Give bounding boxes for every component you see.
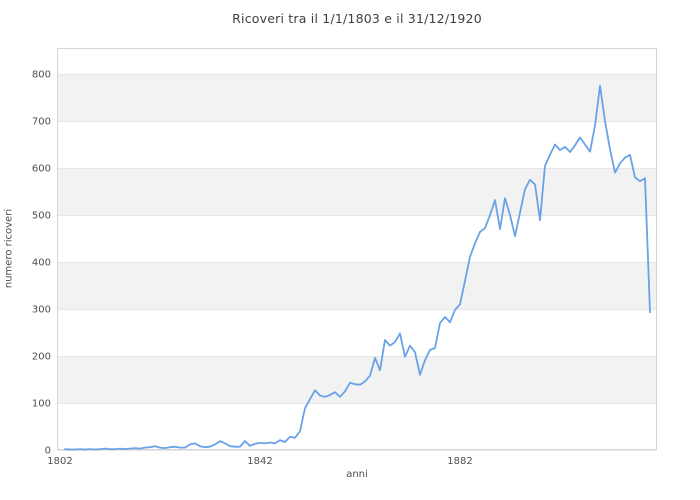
grid-band: [57, 74, 657, 121]
y-tick-label: 500: [32, 211, 51, 222]
grid-band: [57, 356, 657, 403]
data-line: [64, 84, 651, 451]
y-tick-label: 0: [45, 446, 51, 457]
x-axis-label: anni: [346, 469, 368, 480]
y-tick-label: 300: [32, 305, 51, 316]
plot-border: [57, 48, 657, 450]
x-tick-label: 1882: [447, 456, 472, 467]
y-tick-label: 600: [32, 164, 51, 175]
y-tick-label: 200: [32, 352, 51, 363]
grid-band: [57, 262, 657, 309]
y-tick-label: 800: [32, 70, 51, 81]
grid-band: [57, 168, 657, 215]
y-tick-label: 700: [32, 117, 51, 128]
x-tick-label: 1842: [247, 456, 272, 467]
chart-title: Ricoveri tra il 1/1/1803 e il 31/12/1920: [232, 11, 482, 26]
x-tick-label: 1802: [47, 456, 72, 467]
y-tick-label: 100: [32, 399, 51, 410]
y-tick-label: 400: [32, 258, 51, 269]
